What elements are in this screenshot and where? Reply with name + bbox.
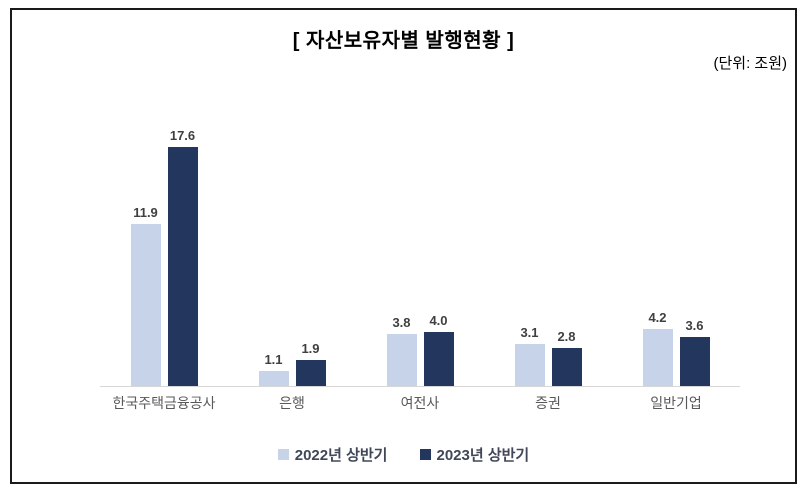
category-label: 증권 (535, 395, 561, 411)
value-label: 4.0 (429, 312, 448, 328)
bar (295, 360, 326, 386)
bar-group: 11.9 17.6 (100, 128, 228, 386)
bar-group: 3.8 4.0 (356, 128, 484, 386)
legend-text: 2023년 상반기 (436, 447, 530, 464)
bar-group: 3.1 2.8 (484, 128, 612, 386)
category-label: 여전사 (400, 395, 440, 411)
value-label: 1.1 (264, 352, 283, 368)
value-label: 17.6 (169, 127, 196, 143)
value-label: 2.8 (557, 328, 576, 344)
bar (679, 337, 710, 386)
legend-text: 2022년 상반기 (294, 447, 388, 464)
bar (258, 371, 289, 386)
bar-column: 3.8 (386, 315, 417, 386)
category-axis: 한국주택금융공사 은행 여전사 증권 일반기업 (100, 393, 740, 413)
bar-column: 4.0 (423, 312, 454, 386)
bar-group: 1.1 1.9 (228, 128, 356, 386)
legend: 2022년 상반기 2023년 상반기 (12, 444, 795, 465)
value-label: 3.8 (392, 315, 411, 331)
legend-entry: 2022년 상반기 (277, 444, 388, 465)
bar-column: 2.8 (551, 328, 582, 386)
legend-swatch-icon (419, 449, 431, 460)
unit-label: (단위: 조원) (713, 55, 787, 72)
value-label: 1.9 (301, 341, 320, 357)
category-label: 한국주택금융공사 (112, 395, 216, 411)
bar-group: 4.2 3.6 (612, 128, 740, 386)
bar (386, 334, 417, 386)
value-label: 3.1 (520, 324, 539, 340)
legend-swatch-icon (277, 449, 289, 460)
chart-title: [ 자산보유자별 발행현황 ] (292, 30, 515, 52)
bar-column: 17.6 (167, 127, 198, 386)
category-label: 은행 (279, 395, 305, 411)
value-label: 4.2 (648, 309, 667, 325)
bar-column: 11.9 (130, 205, 161, 386)
value-label: 11.9 (133, 205, 158, 221)
bar-column: 1.1 (258, 352, 289, 386)
bar (167, 146, 198, 386)
legend-entry: 2023년 상반기 (419, 444, 530, 465)
bar (423, 331, 454, 386)
bar (514, 343, 545, 386)
value-label: 3.6 (685, 318, 704, 334)
bar (642, 328, 673, 386)
bar-column: 4.2 (642, 309, 673, 386)
bar (551, 347, 582, 386)
bar-column: 1.9 (295, 341, 326, 386)
bar-column: 3.6 (679, 318, 710, 386)
bar-column: 3.1 (514, 324, 545, 386)
bar (130, 224, 161, 386)
plot-area: 11.9 17.6 1.1 1.9 3.8 4.0 3.1 2.8 4.2 3.6 (100, 128, 740, 387)
category-label: 일반기업 (650, 395, 702, 411)
chart-frame: [ 자산보유자별 발행현황 ] (단위: 조원) 11.9 17.6 1.1 1.9 3… (10, 8, 797, 484)
